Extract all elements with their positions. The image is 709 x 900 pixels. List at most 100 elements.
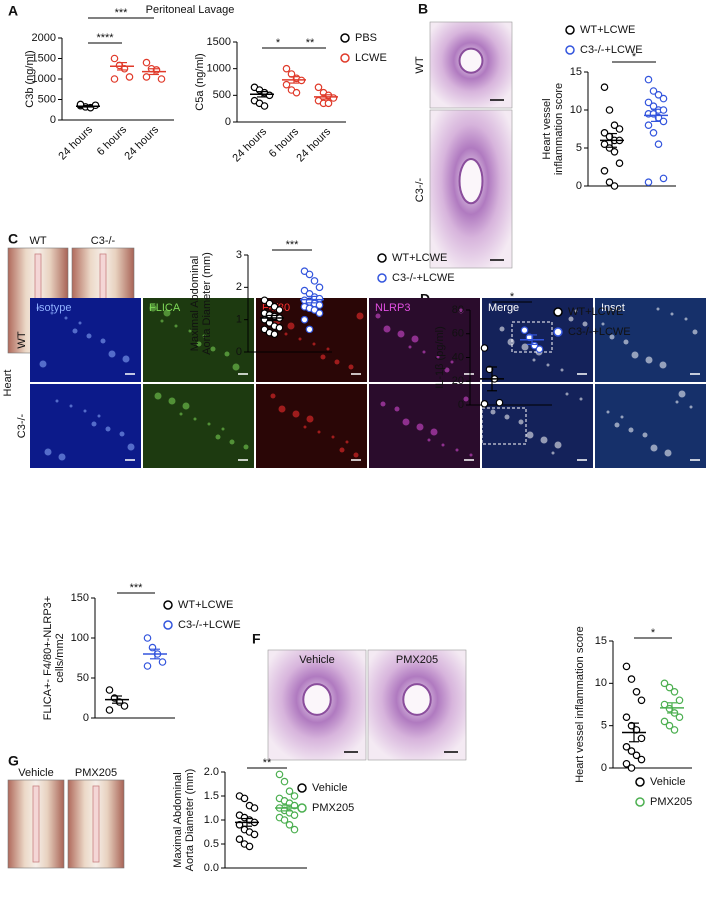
data-point [622,662,631,671]
fluorescence-spot [560,368,564,372]
fluorescence-spot [463,396,469,402]
y-tick-label: 0 [236,346,242,358]
significance-label: *** [115,7,129,19]
legend-label: C3-/-+LCWE [568,326,631,338]
fluorescence-spot [97,414,101,418]
fluorescence-spot [394,406,400,412]
y-axis-label: Maximal Abdominal [189,256,201,351]
fluorescence-spot [469,453,473,457]
data-point [627,747,636,755]
fluorescence-spot [105,426,111,432]
y-tick-label: 1000 [207,63,231,75]
fluorescence-spot [532,358,536,362]
data-point [654,91,663,99]
fluorescence-spot [298,337,302,341]
data-point [142,58,151,67]
legend-label: PBS [355,32,377,44]
fluorescence-spot [397,330,405,338]
legend-label: PMX205 [650,796,692,808]
fluorescence-spot [551,451,555,455]
fluorescence-spot [518,419,524,425]
fluorescence-spot [287,322,295,330]
data-point [305,325,314,334]
y-tick-label: 0 [576,180,582,192]
x-tick-label: 24 hours [122,123,161,162]
vessel-lumen [402,683,432,716]
fluorescence-spot [554,441,562,449]
fluorescence-spot [383,325,391,333]
fluorescence-spot [402,418,410,426]
inset-box [511,321,553,353]
fluorescence-spot [306,415,314,423]
image-column-label: Inset [601,302,625,314]
legend-label: C3-/-+LCWE [580,44,643,56]
data-point [91,101,100,110]
y-tick-label: 5 [601,720,607,732]
data-point [665,683,674,692]
data-point [660,717,669,726]
legend-label: Vehicle [312,782,347,794]
data-point [245,842,254,851]
fluorescence-spot [188,329,192,333]
y-tick-label: 0 [601,762,607,774]
fluorescence-spot [675,400,679,404]
data-point [610,121,619,130]
fluorescence-spot [411,335,419,343]
fluorescence-spot [331,435,335,439]
legend-marker [163,600,173,610]
data-point [250,804,259,812]
data-point [142,73,151,81]
data-point [644,75,653,84]
significance-label: *** [286,239,300,251]
legend-label: WT+LCWE [392,252,447,264]
fluorescence-spot [182,402,190,410]
data-point [143,662,152,670]
fluorescence-spot [689,405,693,409]
fluorescence-spot [55,399,59,403]
fluorescence-spot [36,306,40,310]
data-point [324,99,333,108]
fluorescence-spot [606,410,610,414]
data-point [158,658,167,666]
data-point [615,125,624,133]
data-point [649,87,658,95]
data-point [627,764,636,772]
fluorescence-spot [50,311,54,315]
aorta-vessel [32,785,40,863]
data-point [282,64,291,73]
y-tick-label: 10 [595,677,607,689]
fluorescence-spot [86,333,92,339]
fluorescence-spot [427,438,431,442]
data-point [637,734,646,743]
fluorescence-image [482,384,593,468]
fluorescence-image [595,384,706,468]
data-point [310,277,319,285]
fluorescence-spot [196,341,202,347]
legend-label: WT+LCWE [568,306,623,318]
fluorescence-spot [312,342,316,346]
y-tick-label: 15 [595,635,607,647]
data-point [659,94,668,103]
fluorescence-spot [565,392,569,396]
data-point [275,770,284,779]
data-point [520,326,529,334]
fluorescence-spot [39,360,47,368]
fluorescence-spot [334,359,340,365]
y-tick-label: 500 [213,89,231,101]
data-point [290,811,299,820]
data-point [665,704,674,713]
fluorescence-spot [207,422,211,426]
y-axis-label: cells/mm2 [54,633,66,683]
data-point [600,167,609,175]
image-column-label: NLRP3 [375,302,410,314]
fluorescence-spot [499,326,505,332]
data-point [632,687,641,696]
y-tick-label: 0.0 [204,862,219,874]
y-axis-label: Aorta Diameter (mm) [184,769,196,872]
data-point [285,820,294,829]
data-point [535,345,544,353]
fluorescence-spot [507,338,515,346]
image-column-label: Merge [488,302,519,314]
data-point [644,98,653,107]
fluorescence-spot [416,423,424,431]
